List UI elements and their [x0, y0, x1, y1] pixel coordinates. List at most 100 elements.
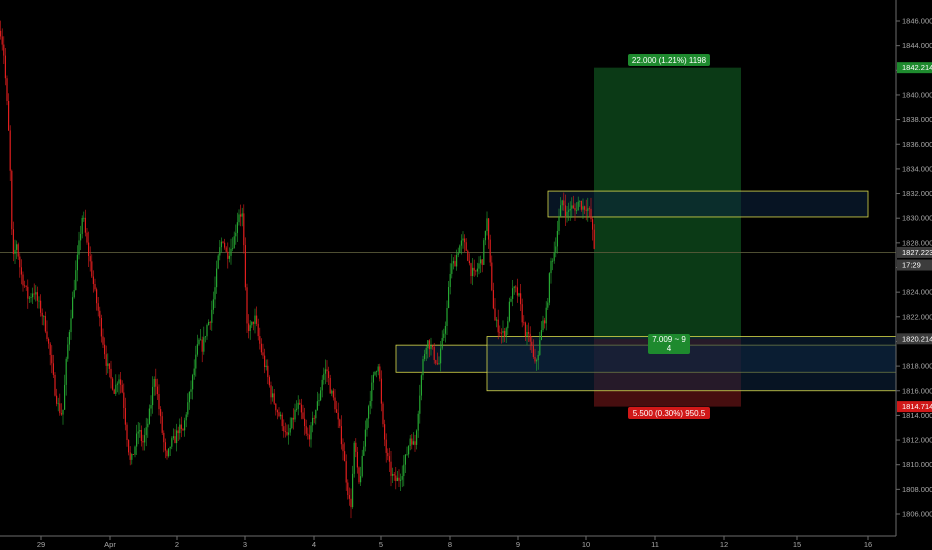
- candle: [518, 292, 520, 297]
- candle: [555, 237, 557, 258]
- candle: [577, 196, 579, 211]
- candle: [22, 271, 24, 292]
- candle: [592, 217, 594, 241]
- stop-label: 5.500 (0.30%) 950.5: [628, 407, 710, 419]
- candle: [345, 454, 347, 491]
- candle: [524, 321, 526, 342]
- candle: [185, 411, 187, 428]
- candle: [188, 391, 190, 410]
- svg-text:1820.214: 1820.214: [902, 334, 932, 343]
- candle: [236, 212, 238, 242]
- candle: [460, 234, 462, 255]
- candle: [200, 328, 202, 341]
- candle: [432, 344, 434, 350]
- x-tick-label: Apr: [104, 540, 116, 549]
- candle: [24, 280, 26, 289]
- ratio-line1: 7.009 ~ 9: [652, 335, 686, 344]
- candle: [211, 300, 213, 331]
- candle: [243, 204, 245, 254]
- candle: [4, 48, 6, 86]
- candle: [409, 435, 411, 451]
- candle: [57, 397, 59, 412]
- candle: [532, 339, 534, 359]
- candle: [344, 442, 346, 462]
- candle: [449, 263, 451, 295]
- candle: [108, 363, 110, 378]
- candle: [476, 262, 478, 278]
- candle: [198, 337, 200, 346]
- candle: [305, 419, 307, 437]
- candle: [160, 406, 162, 424]
- candle: [254, 308, 256, 334]
- candle: [331, 389, 333, 397]
- candle: [131, 453, 133, 465]
- x-tick-label: 10: [582, 540, 590, 549]
- price-tag: 1820.214: [897, 333, 932, 345]
- candle: [515, 285, 517, 293]
- candle: [369, 390, 371, 415]
- candle: [104, 337, 106, 360]
- candle: [256, 306, 258, 327]
- price-tags-layer: 1842.214 1827.223 17:29 1820.214 1814.714: [897, 62, 932, 413]
- candle: [158, 384, 160, 416]
- candle: [308, 425, 310, 447]
- candle: [281, 412, 283, 431]
- candle: [49, 342, 51, 366]
- candle: [496, 316, 498, 328]
- candle: [84, 209, 86, 237]
- x-tick-label: 11: [651, 540, 659, 549]
- candle: [252, 321, 254, 331]
- candle: [320, 387, 322, 402]
- candle: [142, 434, 144, 451]
- candle: [336, 400, 338, 413]
- candle: [459, 244, 461, 254]
- candle: [323, 367, 325, 385]
- candle: [472, 258, 474, 286]
- x-tick-label: 16: [864, 540, 872, 549]
- candle: [273, 388, 275, 406]
- candle: [548, 272, 550, 306]
- lower-zone-2[interactable]: [486, 336, 897, 392]
- candle: [550, 257, 552, 284]
- x-tick-label: 3: [243, 540, 247, 549]
- candle: [139, 422, 141, 438]
- candle: [241, 207, 243, 227]
- candle: [484, 230, 486, 246]
- candle: [315, 409, 317, 425]
- candle: [307, 427, 309, 440]
- candle: [60, 403, 62, 416]
- candle: [176, 423, 178, 452]
- candle: [230, 238, 232, 265]
- upper-zone[interactable]: [547, 190, 869, 218]
- candle: [32, 287, 34, 305]
- candle: [110, 360, 112, 389]
- candle: [265, 359, 267, 371]
- candle: [147, 418, 149, 438]
- price-tag: 1827.223: [897, 246, 932, 258]
- candle: [56, 388, 58, 407]
- candle: [89, 246, 91, 272]
- candle: [208, 319, 210, 326]
- candle: [420, 373, 422, 401]
- candle: [403, 455, 405, 487]
- candle: [486, 211, 488, 236]
- candle: [59, 393, 61, 416]
- candle: [150, 395, 152, 417]
- candle: [356, 446, 358, 474]
- candle: [92, 270, 94, 293]
- candle: [25, 285, 27, 291]
- candle: [408, 445, 410, 458]
- candle: [529, 326, 531, 351]
- candle: [48, 337, 50, 349]
- candle: [172, 428, 174, 441]
- candle: [217, 253, 219, 270]
- y-tick-label: 1818.000: [902, 362, 932, 371]
- candle: [224, 238, 226, 250]
- candle: [552, 258, 554, 271]
- y-tick-label: 1810.000: [902, 460, 932, 469]
- candle: [430, 337, 432, 356]
- candle: [438, 356, 440, 365]
- candle: [113, 388, 115, 394]
- candle: [302, 404, 304, 420]
